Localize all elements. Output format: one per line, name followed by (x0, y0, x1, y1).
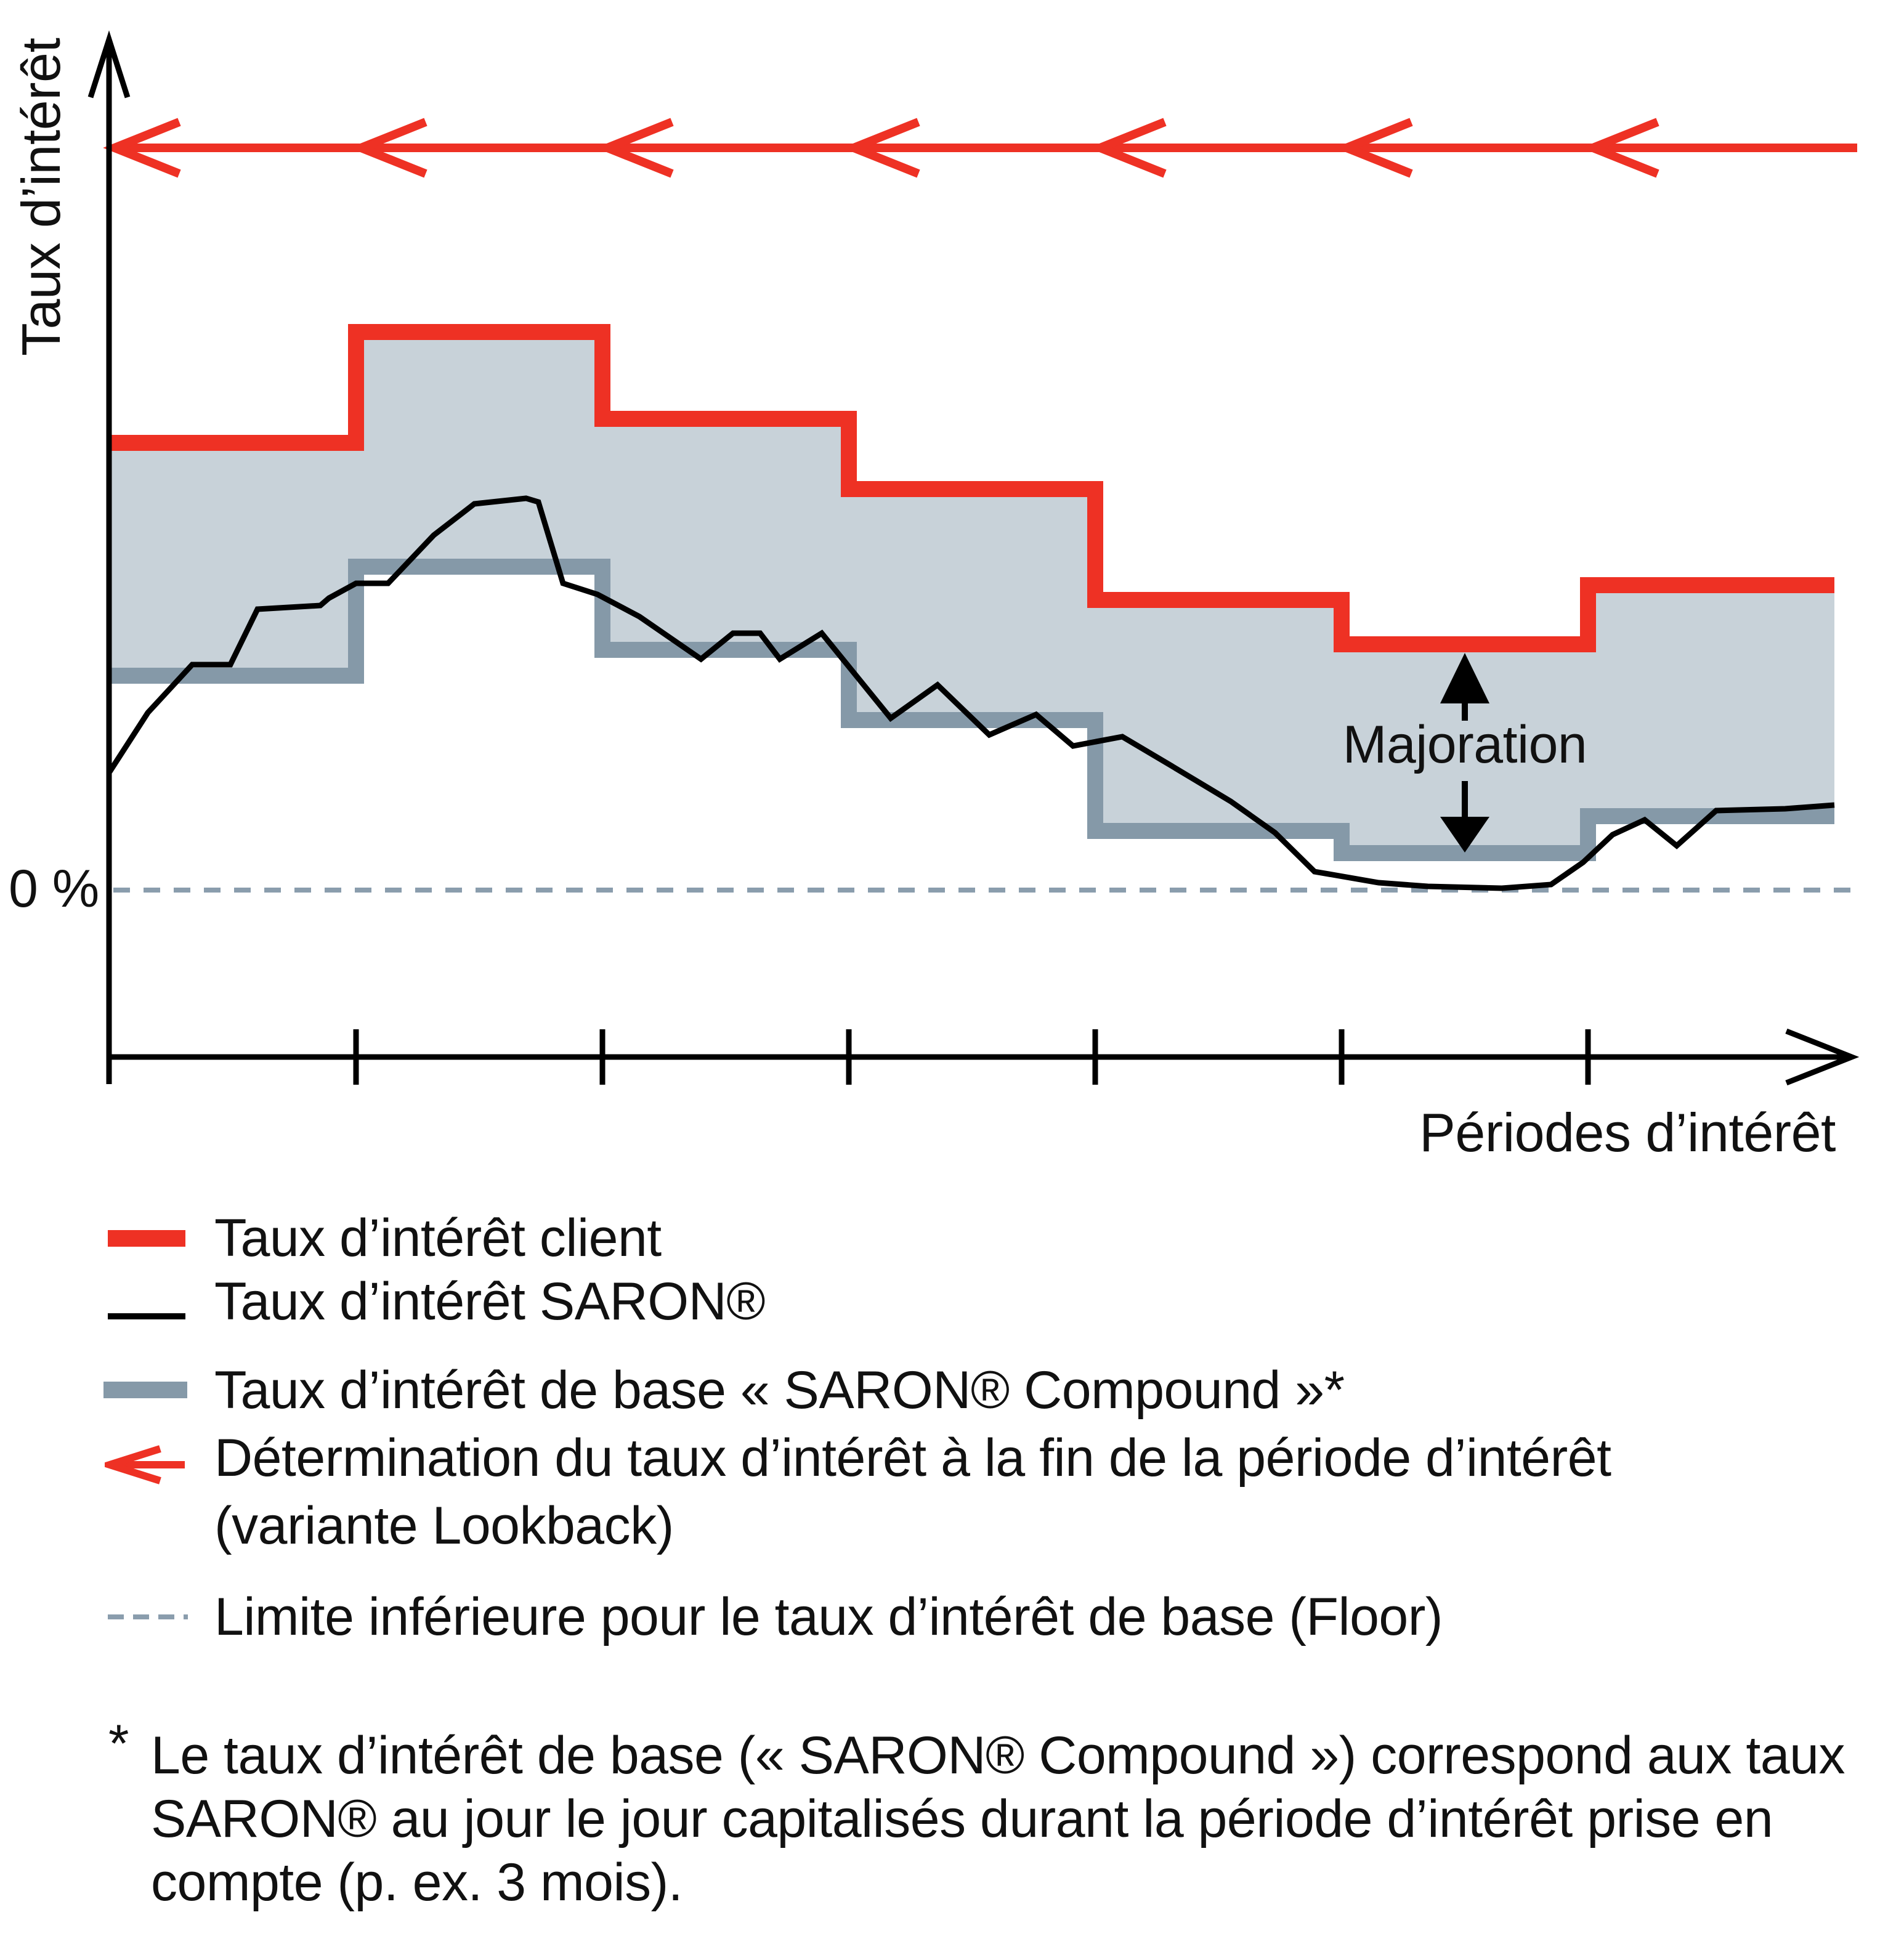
legend-swatch-floor (108, 1614, 188, 1619)
majoration-annotation: Majoration (1342, 715, 1587, 774)
client-rate-step-line (110, 324, 1834, 652)
legend-label-lookback-variant: (variante Lookback) (214, 1496, 674, 1555)
legend-label-floor: Limite inférieure pour le taux d’intérêt… (214, 1587, 1443, 1646)
lookback-arrowhead (1335, 118, 1413, 178)
legend-swatch-saron-rate (108, 1313, 185, 1319)
margin-area-fill (110, 332, 1834, 853)
legend-label-determination: Détermination du taux d’intérêt à la fin… (214, 1428, 1611, 1488)
saron-rate-line (107, 495, 1835, 891)
x-axis-label: Périodes d’intérêt (1419, 1102, 1836, 1163)
footnote-line: Le taux d’intérêt de base (« SARON® Comp… (151, 1726, 1845, 1785)
footnote: Le taux d’intérêt de base (« SARON® Comp… (151, 1724, 1845, 1914)
y-axis-label: Taux d’intérêt (10, 38, 71, 356)
legend-label-client-rate: Taux d’intérêt client (214, 1209, 662, 1268)
zero-percent-label: 0 % (9, 859, 99, 918)
y-axis-arrowhead (87, 30, 131, 99)
x-axis-arrowhead (1785, 1028, 1860, 1086)
legend-label-compound-rate: Taux d’intérêt de base « SARON® Compound… (214, 1361, 1345, 1420)
footnote-line: compte (p. ex. 3 mois). (151, 1853, 683, 1912)
footnote-line: SARON® au jour le jour capitalisés duran… (151, 1789, 1773, 1849)
legend-swatch-compound-rate (103, 1382, 187, 1398)
majoration-arrow-up-head (1440, 653, 1489, 703)
majoration-arrow-down-head (1440, 817, 1489, 852)
lookback-arrowhead (349, 118, 427, 178)
lookback-arrowhead (596, 118, 674, 178)
legend-swatch-client-rate (108, 1230, 185, 1247)
lookback-arrowhead (1581, 118, 1659, 178)
lookback-arrowhead (1088, 118, 1167, 178)
rate-chart (87, 30, 1860, 1086)
lookback-arrowhead (103, 118, 181, 178)
footnote-asterisk: * (108, 1714, 129, 1773)
legend-label-saron-rate: Taux d’intérêt SARON® (214, 1272, 766, 1331)
legend-left-arrow-icon (105, 1445, 185, 1484)
lookback-arrowhead (842, 118, 920, 178)
